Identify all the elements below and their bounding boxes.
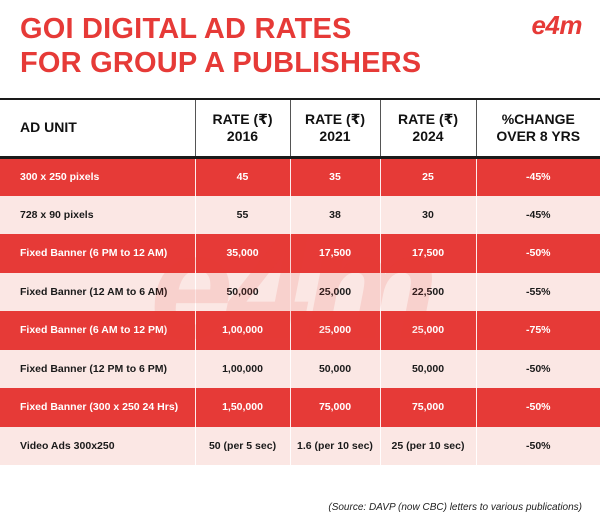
cell-rate-2016: 45 <box>194 157 290 196</box>
cell-rate-2021: 75,000 <box>289 388 380 427</box>
table-row: Fixed Banner (6 AM to 12 PM) 1,00,000 25… <box>0 311 600 350</box>
cell-rate-2016: 50 (per 5 sec) <box>194 426 290 465</box>
table-row: Fixed Banner (6 PM to 12 AM) 35,000 17,5… <box>0 234 600 273</box>
cell-rate-2024: 25,000 <box>379 311 476 350</box>
title-line-2: FOR GROUP A PUBLISHERS <box>20 47 422 79</box>
table-row: Fixed Banner (12 AM to 6 AM) 50,000 25,0… <box>0 272 600 311</box>
cell-rate-2021: 25,000 <box>289 272 380 311</box>
page-title: GOI DIGITAL AD RATES FOR GROUP A PUBLISH… <box>20 12 421 80</box>
cell-ad-unit: Fixed Banner (6 PM to 12 AM) <box>0 234 195 273</box>
cell-rate-2024: 25 <box>379 157 476 196</box>
cell-rate-2016: 1,50,000 <box>194 388 290 427</box>
source-note: (Source: DAVP (now CBC) letters to vario… <box>328 502 582 513</box>
cell-rate-2016: 1,00,000 <box>194 349 290 388</box>
cell-rate-2024: 75,000 <box>379 388 476 427</box>
cell-change: -50% <box>475 234 600 273</box>
cell-change: -45% <box>475 157 600 196</box>
cell-rate-2021: 38 <box>289 195 380 234</box>
cell-rate-2021: 50,000 <box>289 349 380 388</box>
cell-rate-2021: 35 <box>289 157 380 196</box>
table-row: 728 x 90 pixels 55 38 30 -45% <box>0 195 600 234</box>
cell-change: -55% <box>475 272 600 311</box>
cell-change: -75% <box>475 311 600 350</box>
cell-ad-unit: Fixed Banner (300 x 250 24 Hrs) <box>0 388 195 427</box>
e4m-logo: e4m <box>531 10 582 40</box>
cell-rate-2021: 17,500 <box>289 234 380 273</box>
table-row: Fixed Banner (300 x 250 24 Hrs) 1,50,000… <box>0 388 600 427</box>
cell-rate-2016: 55 <box>194 195 290 234</box>
cell-ad-unit: 300 x 250 pixels <box>0 157 195 196</box>
cell-rate-2016: 50,000 <box>194 272 290 311</box>
cell-ad-unit: Fixed Banner (6 AM to 12 PM) <box>0 311 195 350</box>
cell-ad-unit: Fixed Banner (12 PM to 6 PM) <box>0 349 195 388</box>
cell-rate-2024: 50,000 <box>379 349 476 388</box>
cell-rate-2024: 25 (per 10 sec) <box>379 426 476 465</box>
cell-rate-2024: 30 <box>379 195 476 234</box>
cell-rate-2024: 17,500 <box>379 234 476 273</box>
header-rate-2024: RATE (₹) 2024 <box>379 98 476 159</box>
ad-rates-table: AD UNIT RATE (₹) 2016 RATE (₹) 2021 RATE (… <box>0 98 600 465</box>
cell-rate-2024: 22,500 <box>379 272 476 311</box>
table-header-row: AD UNIT RATE (₹) 2016 RATE (₹) 2021 RATE (… <box>0 98 600 159</box>
cell-rate-2016: 1,00,000 <box>194 311 290 350</box>
table-row: Fixed Banner (12 PM to 6 PM) 1,00,000 50… <box>0 349 600 388</box>
header-ad-unit: AD UNIT <box>0 98 195 159</box>
cell-rate-2016: 35,000 <box>194 234 290 273</box>
cell-change: -50% <box>475 349 600 388</box>
cell-rate-2021: 25,000 <box>289 311 380 350</box>
cell-ad-unit: Video Ads 300x250 <box>0 426 195 465</box>
table-row: Video Ads 300x250 50 (per 5 sec) 1.6 (pe… <box>0 426 600 465</box>
cell-change: -50% <box>475 426 600 465</box>
cell-rate-2021: 1.6 (per 10 sec) <box>289 426 380 465</box>
cell-change: -50% <box>475 388 600 427</box>
cell-ad-unit: 728 x 90 pixels <box>0 195 195 234</box>
cell-change: -45% <box>475 195 600 234</box>
header-change: %CHANGE OVER 8 YRS <box>475 98 600 159</box>
header-rate-2021: RATE (₹) 2021 <box>289 98 380 159</box>
table-row: 300 x 250 pixels 45 35 25 -45% <box>0 157 600 196</box>
title-line-1: GOI DIGITAL AD RATES <box>20 13 352 45</box>
cell-ad-unit: Fixed Banner (12 AM to 6 AM) <box>0 272 195 311</box>
header-rate-2016: RATE (₹) 2016 <box>194 98 290 159</box>
